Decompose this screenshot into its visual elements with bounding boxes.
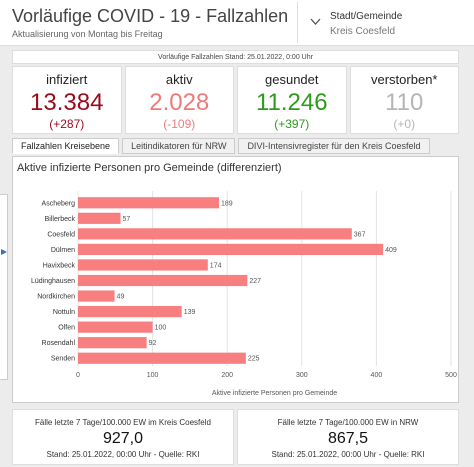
- chevron-right-icon: [1, 249, 7, 255]
- bar: [78, 197, 219, 209]
- incidence-kreis: Fälle letzte 7 Tage/100.000 EW im Kreis …: [12, 409, 234, 465]
- kpi-value: 110: [385, 89, 424, 116]
- x-tick-label: 0: [76, 372, 80, 379]
- bar: [78, 274, 248, 287]
- x-tick-label: 400: [371, 372, 383, 379]
- data-label: 100: [155, 325, 167, 332]
- x-tick-label: 500: [445, 372, 457, 379]
- data-label: 367: [354, 231, 366, 238]
- kpi-delta: (-109): [163, 117, 196, 131]
- data-label: 227: [249, 278, 261, 285]
- x-tick-label: 100: [147, 372, 159, 379]
- page-subtitle: Aktualisierung von Montag bis Freitag: [12, 29, 163, 39]
- tab-bar: Fallzahlen Kreisebene Leitindikatoren fü…: [12, 138, 430, 154]
- bar: [78, 259, 208, 271]
- category-label: Billerbeck: [45, 216, 76, 223]
- bar: [78, 305, 182, 318]
- category-label: Dülmen: [51, 247, 75, 254]
- kpi-name: verstorben*: [371, 72, 438, 87]
- incidence-label: Fälle letzte 7 Tage/100.000 EW im Kreis …: [35, 418, 211, 427]
- incidence-row: Fälle letzte 7 Tage/100.000 EW im Kreis …: [12, 409, 459, 465]
- category-label: Olfen: [58, 325, 75, 332]
- data-label: 49: [117, 294, 125, 301]
- incidence-nrw: Fälle letzte 7 Tage/100.000 EW in NRW 86…: [237, 409, 459, 465]
- category-label: Ascheberg: [42, 200, 76, 207]
- tab-leitindikatoren-nrw[interactable]: Leitindikatoren für NRW: [122, 138, 236, 154]
- kpi-value: 11.246: [255, 89, 328, 116]
- bar: [78, 212, 121, 224]
- chart-panel: Aktive infizierte Personen pro Gemeinde …: [12, 156, 459, 403]
- category-label: Nottuln: [53, 309, 75, 316]
- data-label: 174: [210, 262, 222, 269]
- page-title: Vorläufige COVID - 19 - Fallzahlen: [12, 6, 289, 26]
- incidence-label: Fälle letzte 7 Tage/100.000 EW in NRW: [277, 418, 419, 427]
- data-label: 189: [221, 200, 233, 207]
- selector-value: Kreis Coesfeld: [330, 26, 396, 37]
- kpi-row: infiziert 13.384 (+287) aktiv 2.028 (-10…: [12, 66, 459, 134]
- header: Vorläufige COVID - 19 - Fallzahlen Aktua…: [0, 0, 474, 46]
- stand-bar: Vorläufige Fallzahlen Stand: 25.01.2022,…: [12, 50, 459, 64]
- kpi-name: infiziert: [46, 72, 88, 87]
- kpi-value: 2.028: [149, 89, 210, 116]
- category-label: Nordkirchen: [37, 294, 75, 301]
- gemeinde-selector[interactable]: Stadt/Gemeinde Kreis Coesfeld: [297, 2, 472, 43]
- kpi-name: aktiv: [165, 72, 193, 87]
- incidence-stand: Stand: 25.01.2022, 00:00 Uhr - Quelle: R…: [46, 450, 200, 459]
- kpi-name: gesundet: [265, 72, 319, 87]
- category-label: Havixbeck: [43, 262, 76, 269]
- incidence-value: 927,0: [102, 430, 144, 447]
- category-label: Senden: [51, 356, 75, 363]
- bar: [78, 321, 153, 333]
- data-label: 57: [123, 216, 131, 223]
- kpi-delta: (+287): [49, 117, 85, 131]
- tab-fallzahlen-kreisebene[interactable]: Fallzahlen Kreisebene: [12, 138, 120, 154]
- chevron-down-icon: [310, 18, 321, 25]
- kpi-delta: (+397): [274, 117, 310, 131]
- category-label: Coesfeld: [47, 231, 75, 238]
- data-label: 409: [385, 247, 397, 254]
- kpi-verstorben: verstorben* 110 (+0): [349, 66, 459, 134]
- kpi-gesundet: gesundet 11.246 (+397): [237, 66, 347, 134]
- tab-divi-intensivregister[interactable]: DIVI-Intensivregister für den Kreis Coes…: [238, 138, 430, 154]
- incidence-stand: Stand: 25.01.2022, 00:00 Uhr - Quelle: R…: [271, 450, 425, 459]
- kpi-delta: (+0): [393, 117, 416, 131]
- data-label: 225: [248, 356, 260, 363]
- x-axis-label: Aktive infizierte Personen pro Gemeinde: [212, 390, 337, 397]
- kpi-aktiv: aktiv 2.028 (-109): [124, 66, 234, 134]
- bar-chart: 0 100 200 300 400 500 Ascheberg 189 Billerbeck 57…: [31, 191, 457, 397]
- data-label: 92: [149, 340, 157, 347]
- collapsed-side-panel[interactable]: [0, 194, 8, 380]
- chart-title: Aktive infizierte Personen pro Gemeinde …: [17, 162, 282, 174]
- bar: [78, 243, 384, 256]
- bar: [78, 290, 115, 302]
- bar: [78, 352, 246, 364]
- category-label: Rosendahl: [42, 340, 76, 347]
- data-label: 139: [184, 309, 196, 316]
- kpi-value: 13.384: [30, 89, 104, 116]
- x-tick-label: 300: [296, 372, 308, 379]
- bar: [78, 228, 352, 240]
- selector-label: Stadt/Gemeinde: [330, 11, 403, 22]
- x-tick-label: 200: [221, 372, 233, 379]
- incidence-value: 867,5: [327, 430, 369, 447]
- category-label: Lüdinghausen: [31, 278, 75, 285]
- kpi-infiziert: infiziert 13.384 (+287): [12, 66, 122, 134]
- bar: [78, 337, 147, 349]
